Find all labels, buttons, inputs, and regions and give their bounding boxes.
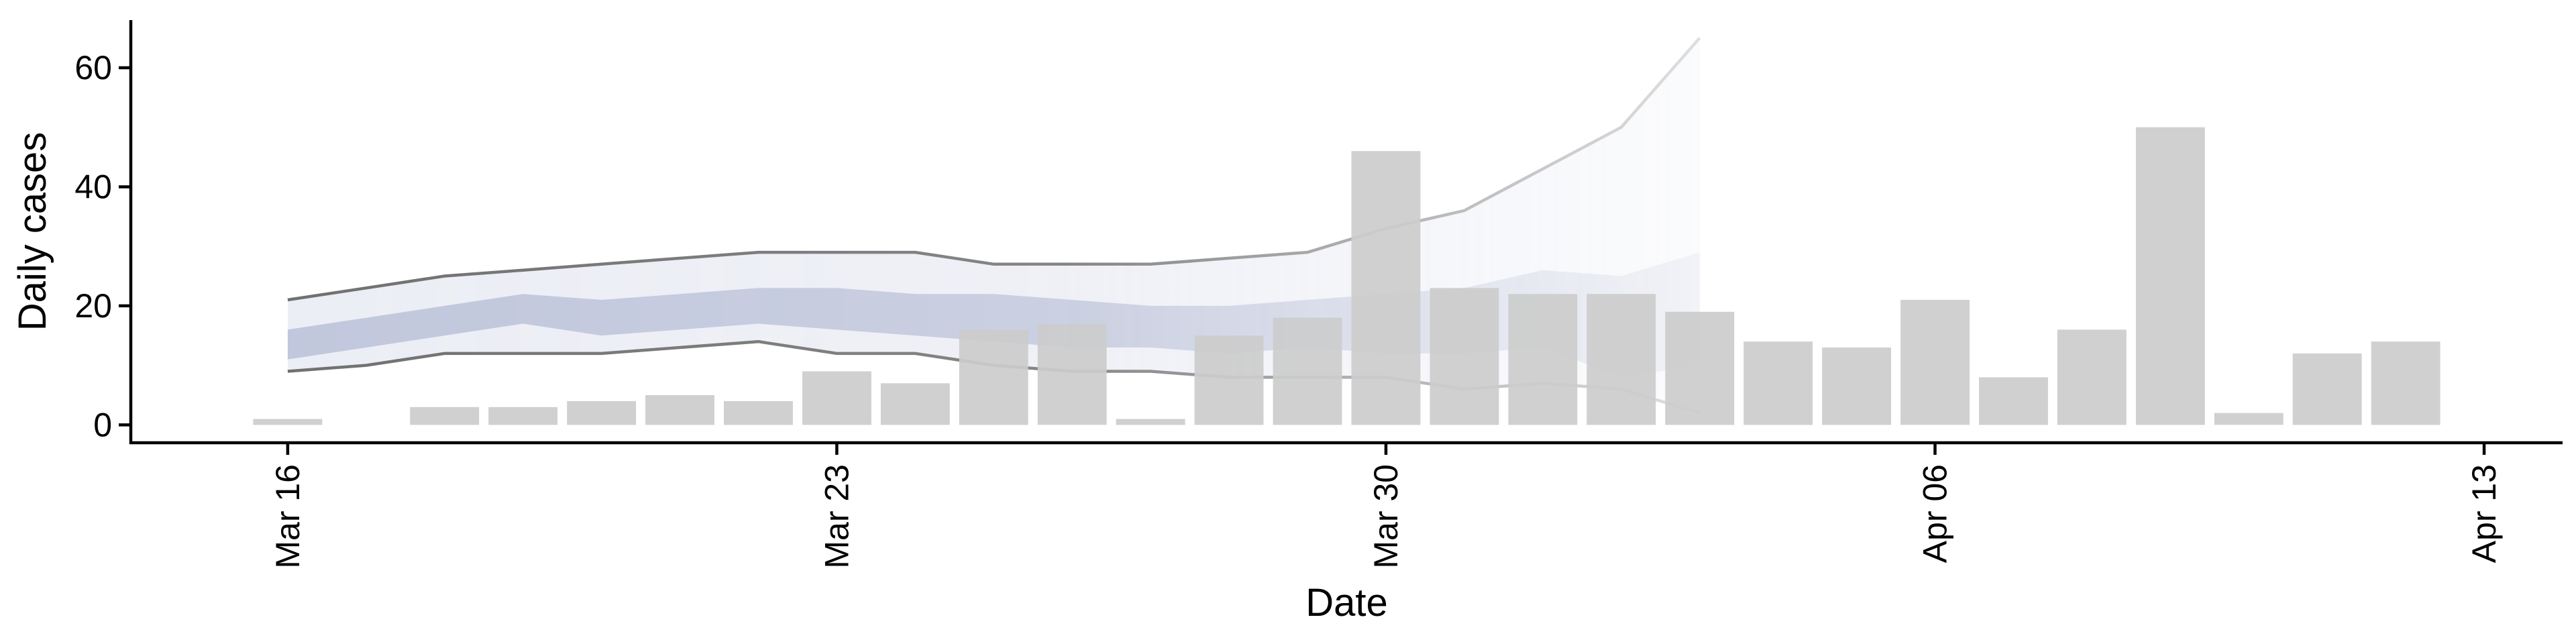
x-tick-label-2020-04-06: Apr 06 [1917,464,1954,563]
bar-2020-04-01 [1508,294,1578,425]
bar-2020-03-22 [724,400,793,425]
x-tick-label-2020-03-16: Mar 16 [269,464,307,569]
bar-2020-04-10 [2214,413,2284,425]
bars-layer [253,127,2440,425]
bar-2020-04-03 [1665,311,1735,425]
bar-2020-03-18 [410,407,480,425]
bar-2020-03-31 [1430,288,1499,425]
bar-2020-03-27 [1116,419,1185,425]
projection-upper-line [287,37,1701,302]
x-tick-label-2020-03-30: Mar 30 [1367,464,1405,569]
bar-2020-04-04 [1743,341,1813,425]
bar-2020-03-21 [645,395,714,425]
bar-2020-04-05 [1822,347,1891,425]
bar-2020-04-06 [1900,300,1970,425]
bar-2020-04-09 [2135,127,2205,425]
bar-2020-03-19 [488,407,558,425]
bar-2020-03-16 [253,419,323,425]
bar-2020-04-07 [1979,377,2048,425]
bar-2020-03-26 [1037,323,1107,425]
bar-2020-04-11 [2292,353,2362,425]
x-axis-title: Date [1305,581,1388,625]
axes-layer: 0 20 40 60 Mar 16 Mar 23 Mar 30 Apr 06 Apr 13 [74,20,2563,569]
y-axis-title: Daily cases [11,132,54,331]
bar-2020-03-29 [1273,317,1342,425]
y-tick-label-0: 0 [93,406,112,443]
x-tick-label-2020-03-23: Mar 23 [818,464,855,569]
bar-2020-03-28 [1194,335,1264,425]
y-tick-label-60: 60 [74,49,112,87]
bar-2020-03-24 [880,383,950,425]
bar-2020-04-12 [2371,341,2440,425]
bar-2020-04-08 [2057,329,2127,425]
bar-2020-04-02 [1587,294,1656,425]
x-tick-label-2020-04-13: Apr 13 [2465,464,2503,563]
bar-2020-03-30 [1351,151,1421,425]
bar-2020-03-23 [802,371,871,425]
projection-inner-band [287,252,1700,378]
bar-2020-03-20 [567,400,637,425]
bar-2020-03-25 [959,329,1028,425]
y-tick-label-20: 20 [74,287,112,325]
y-tick-label-40: 40 [74,168,112,205]
